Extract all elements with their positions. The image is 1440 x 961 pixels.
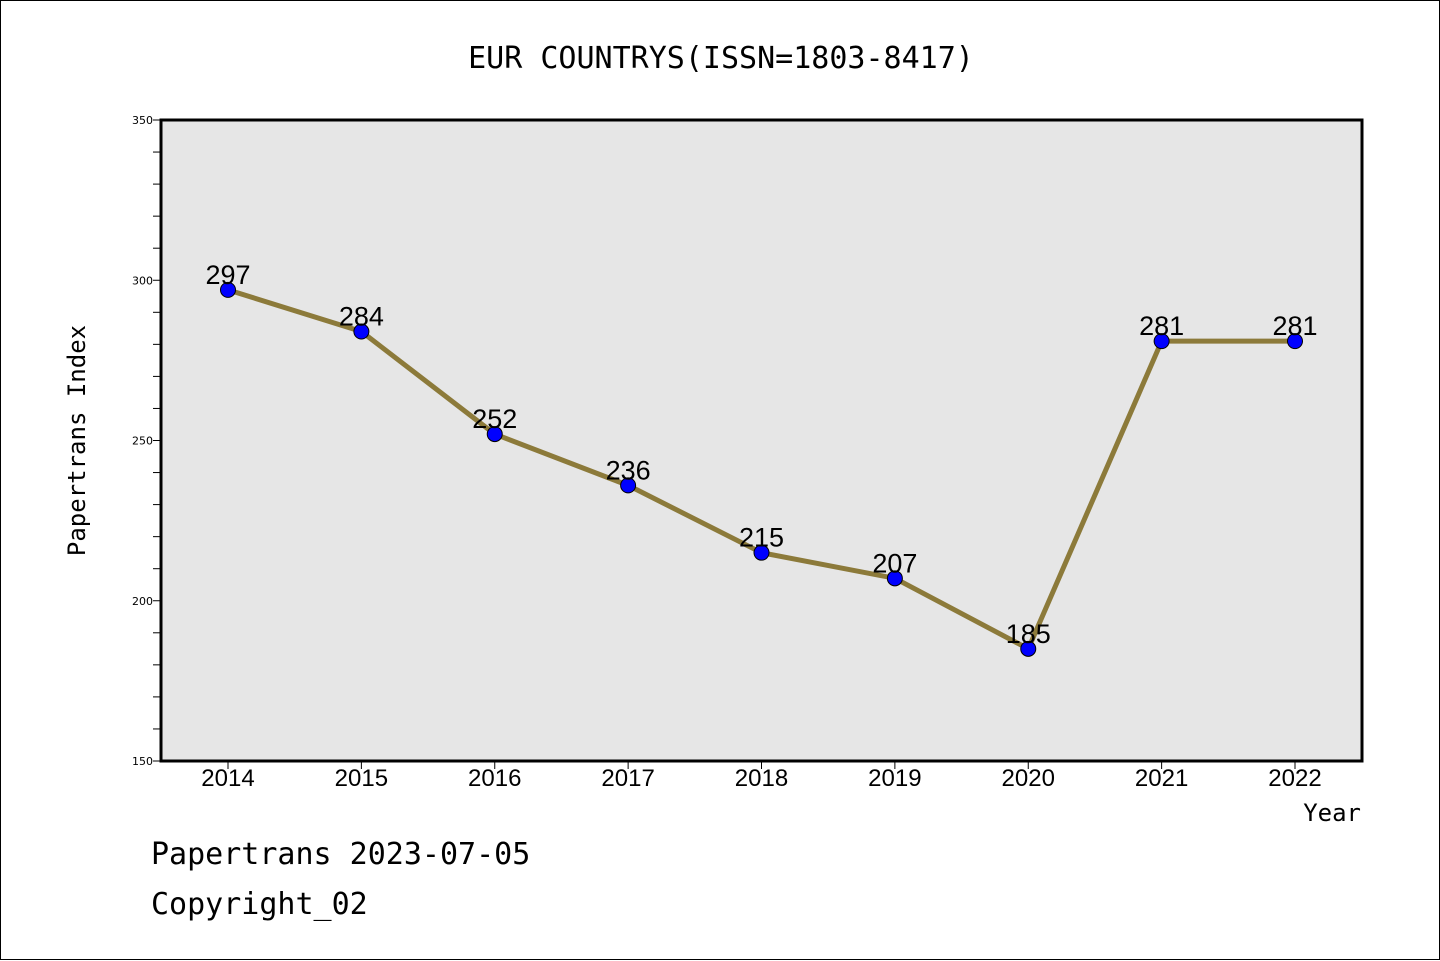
x-axis-label: Year: [1303, 799, 1361, 827]
data-point: [886, 570, 903, 587]
data-point: [1153, 333, 1170, 350]
data-label: 236: [606, 455, 651, 485]
data-point: [486, 426, 503, 443]
data-label-group: 297 284 252 236 215 207 185 281 281: [205, 260, 1317, 649]
series-point-group: [220, 281, 1303, 657]
x-tick-label: 2015: [335, 765, 388, 792]
x-tick-label: 2016: [468, 765, 521, 792]
x-tick-label: 2020: [1002, 765, 1055, 792]
data-point: [1020, 640, 1037, 657]
data-label: 252: [472, 404, 517, 434]
data-label: 284: [339, 302, 384, 332]
x-tick-label: 2019: [868, 765, 921, 792]
data-point: [620, 477, 637, 494]
data-label: 297: [205, 260, 250, 290]
x-axis-ticks: 2014 2015 2016 2017 2018 2019 2020 2021 2022: [201, 761, 1322, 792]
data-point: [353, 323, 370, 340]
chart-title: EUR COUNTRYS(ISSN=1803-8417): [468, 41, 974, 76]
x-tick-label: 2017: [601, 765, 654, 792]
x-tick-label: 2021: [1135, 765, 1188, 792]
y-tick-label: 350: [132, 114, 153, 127]
y-tick-label: 300: [132, 274, 153, 287]
data-label: 281: [1272, 311, 1317, 341]
data-point: [753, 544, 770, 561]
footer-copyright-text: Copyright_02: [151, 887, 368, 922]
data-point: [1287, 333, 1303, 350]
plot-area: [159, 118, 1364, 763]
y-tick-label: 200: [132, 595, 153, 608]
data-point: [220, 281, 236, 298]
y-axis-label: Papertrans Index: [63, 325, 91, 556]
data-label: 185: [1006, 619, 1051, 649]
data-label: 281: [1139, 311, 1184, 341]
y-tick-label: 250: [132, 435, 153, 448]
x-tick-label: 2022: [1268, 765, 1321, 792]
x-tick-label: 2014: [201, 765, 254, 792]
y-tick-label: 150: [132, 755, 153, 768]
footer-date-text: Papertrans 2023-07-05: [151, 837, 531, 872]
y-axis-ticks: 150 200 250 300 350: [132, 114, 161, 768]
data-label: 215: [739, 523, 784, 553]
x-tick-label: 2018: [735, 765, 788, 792]
data-label: 207: [872, 548, 917, 578]
